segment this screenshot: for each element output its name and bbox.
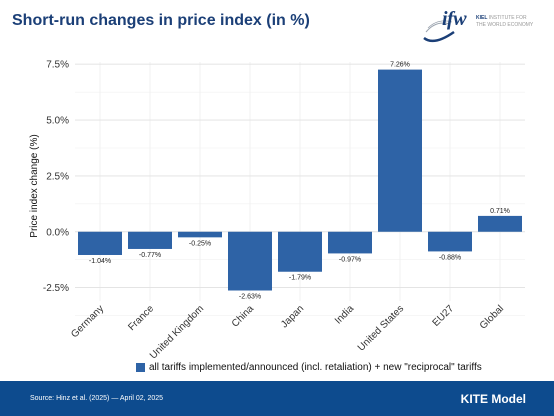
logo-line2: THE WORLD ECONOMY [476,22,534,28]
x-tick-label: France [126,303,156,333]
data-label: -1.04% [89,258,111,265]
x-tick-label: China [230,303,257,330]
bar [328,231,372,254]
x-tick-label: Global [478,303,506,331]
chart-title: Short-run changes in price index (in %) [12,12,310,29]
data-label: -0.77% [139,252,161,259]
y-tick-label: 0.0% [46,227,69,238]
data-label: 7.26% [390,62,410,69]
bar [228,231,272,291]
data-label: -2.63% [239,294,261,301]
model-name: KITE Model [460,392,526,406]
y-axis-label: Price index change (%) [29,134,40,237]
source-note: Source: Hinz et al. (2025) — April 02, 2… [30,395,164,402]
data-label: -0.88% [439,254,461,261]
bar [128,231,172,249]
bar [428,231,472,252]
bar [378,69,422,232]
y-tick-label: 7.5% [46,60,69,71]
logo-line1: KIEL INSTITUTE FOR [476,15,527,21]
footer-bar: Source: Hinz et al. (2025) — April 02, 2… [0,381,554,416]
x-tick-label: EU27 [431,303,457,329]
bar [278,231,322,272]
legend-swatch [136,363,145,372]
data-label: -0.25% [189,240,211,247]
y-tick-label: 5.0% [46,116,69,127]
bar [478,215,522,232]
logo-mark: ifw [442,8,467,30]
data-label: 0.71% [490,208,510,215]
globe-swoosh-icon [423,20,455,43]
x-tick-label: Germany [69,303,106,340]
x-tick-label: Japan [279,303,306,330]
y-tick-label: -2.5% [43,283,69,294]
legend: all tariffs implemented/announced (incl.… [136,362,482,373]
data-label: -1.79% [289,275,311,282]
x-tick-label: United States [356,303,406,353]
y-tick-label: 2.5% [46,171,69,182]
x-tick-label: United Kingdom [148,303,206,361]
ifw-kiel-logo: ifw KIEL INSTITUTE FOR THE WORLD ECONOMY [420,8,534,52]
bar [178,231,222,238]
data-label: -0.97% [339,256,361,263]
x-tick-label: India [333,303,356,326]
bar [78,231,122,255]
legend-label: all tariffs implemented/announced (incl.… [149,362,482,373]
